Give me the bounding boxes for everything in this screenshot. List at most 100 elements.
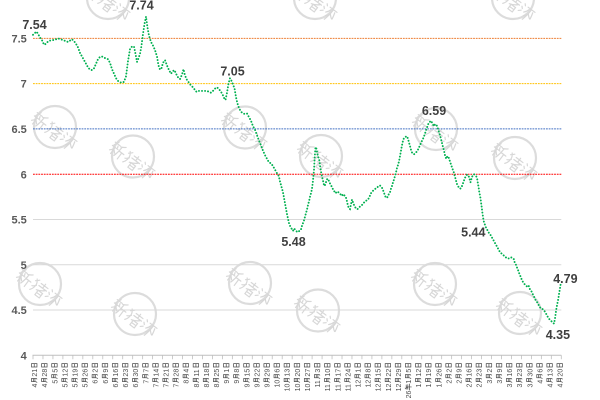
svg-text:5: 5 <box>21 260 27 272</box>
svg-text:10: 10 <box>325 369 332 377</box>
svg-text:10: 10 <box>285 383 292 391</box>
svg-text:5: 5 <box>73 383 80 387</box>
svg-text:20: 20 <box>558 369 565 377</box>
svg-text:28: 28 <box>174 369 181 377</box>
svg-text:4: 4 <box>558 383 565 387</box>
svg-text:7.74: 7.74 <box>129 0 153 13</box>
svg-text:9: 9 <box>103 369 110 373</box>
svg-text:1: 1 <box>406 380 413 384</box>
svg-text:2: 2 <box>487 369 494 373</box>
svg-text:12: 12 <box>62 369 69 377</box>
svg-text:3: 3 <box>487 380 494 384</box>
svg-text:15: 15 <box>376 369 383 377</box>
svg-text:16: 16 <box>507 369 514 377</box>
svg-text:12: 12 <box>376 383 383 391</box>
svg-text:2: 2 <box>93 369 100 373</box>
svg-text:9: 9 <box>234 380 241 384</box>
svg-text:4: 4 <box>537 380 544 384</box>
svg-text:16: 16 <box>113 369 120 377</box>
svg-text:2: 2 <box>457 380 464 384</box>
svg-text:13: 13 <box>547 369 554 377</box>
svg-text:5: 5 <box>406 369 413 373</box>
svg-text:4: 4 <box>42 383 49 387</box>
svg-text:12: 12 <box>396 383 403 391</box>
svg-text:23: 23 <box>517 369 524 377</box>
svg-text:7: 7 <box>163 383 170 387</box>
svg-text:6: 6 <box>537 369 544 373</box>
svg-text:2: 2 <box>467 383 474 387</box>
svg-text:29: 29 <box>265 369 272 377</box>
svg-text:6.59: 6.59 <box>422 104 446 118</box>
svg-text:6: 6 <box>275 369 282 373</box>
svg-text:6: 6 <box>103 380 110 384</box>
svg-text:15: 15 <box>244 369 251 377</box>
svg-text:5: 5 <box>83 383 90 387</box>
svg-text:12: 12 <box>366 380 373 388</box>
svg-text:8: 8 <box>194 383 201 387</box>
svg-text:6: 6 <box>21 169 27 181</box>
svg-text:12: 12 <box>355 380 362 388</box>
svg-text:7: 7 <box>143 369 150 373</box>
svg-text:8: 8 <box>234 369 241 373</box>
svg-text:10: 10 <box>295 383 302 391</box>
svg-text:4.35: 4.35 <box>546 328 570 342</box>
svg-text:7: 7 <box>174 383 181 387</box>
svg-text:23: 23 <box>477 369 484 377</box>
svg-text:1: 1 <box>416 383 423 387</box>
svg-text:3: 3 <box>507 383 514 387</box>
svg-text:21: 21 <box>163 369 170 377</box>
svg-text:10: 10 <box>305 383 312 391</box>
svg-text:14: 14 <box>153 369 160 377</box>
svg-text:13: 13 <box>285 369 292 377</box>
svg-text:8: 8 <box>204 383 211 387</box>
svg-text:28: 28 <box>42 369 49 377</box>
svg-text:21: 21 <box>32 369 39 377</box>
svg-text:11: 11 <box>194 369 201 376</box>
svg-text:6.5: 6.5 <box>12 124 27 136</box>
svg-text:2: 2 <box>477 383 484 387</box>
svg-text:1: 1 <box>355 369 362 373</box>
svg-text:18: 18 <box>204 369 211 377</box>
svg-text:4.5: 4.5 <box>12 305 27 317</box>
svg-text:8: 8 <box>366 369 373 373</box>
svg-text:6: 6 <box>133 383 140 387</box>
svg-text:7: 7 <box>153 383 160 387</box>
svg-text:30: 30 <box>527 369 534 377</box>
svg-text:19: 19 <box>73 369 80 377</box>
svg-text:2: 2 <box>446 380 453 384</box>
svg-text:26: 26 <box>436 369 443 377</box>
svg-text:16: 16 <box>467 369 474 377</box>
svg-text:26: 26 <box>83 369 90 377</box>
svg-text:9: 9 <box>265 383 272 387</box>
svg-text:7: 7 <box>143 380 150 384</box>
svg-text:4.79: 4.79 <box>553 272 577 286</box>
svg-text:7.5: 7.5 <box>12 34 27 46</box>
svg-text:20: 20 <box>295 369 302 377</box>
svg-text:11: 11 <box>345 384 352 391</box>
svg-text:4: 4 <box>21 350 28 362</box>
svg-text:9: 9 <box>254 383 261 387</box>
svg-text:25: 25 <box>214 369 221 377</box>
svg-text:1: 1 <box>436 383 443 387</box>
svg-text:8: 8 <box>214 383 221 387</box>
svg-text:1: 1 <box>426 383 433 387</box>
svg-text:9: 9 <box>224 380 231 384</box>
svg-text:26: 26 <box>406 390 413 398</box>
svg-text:4: 4 <box>184 369 191 373</box>
svg-text:10: 10 <box>275 380 282 388</box>
svg-text:3: 3 <box>527 383 534 387</box>
svg-text:19: 19 <box>426 369 433 377</box>
svg-text:4: 4 <box>547 383 554 387</box>
svg-text:8: 8 <box>184 380 191 384</box>
svg-text:5.44: 5.44 <box>461 226 485 240</box>
svg-text:3: 3 <box>315 369 322 373</box>
svg-text:7.05: 7.05 <box>220 64 244 78</box>
svg-text:11: 11 <box>335 384 342 391</box>
svg-text:7: 7 <box>21 79 27 91</box>
svg-text:29: 29 <box>396 369 403 377</box>
svg-text:7.54: 7.54 <box>22 18 46 32</box>
svg-text:22: 22 <box>386 369 393 377</box>
svg-text:11: 11 <box>315 380 322 387</box>
svg-text:9: 9 <box>497 369 504 373</box>
svg-text:27: 27 <box>305 369 312 377</box>
